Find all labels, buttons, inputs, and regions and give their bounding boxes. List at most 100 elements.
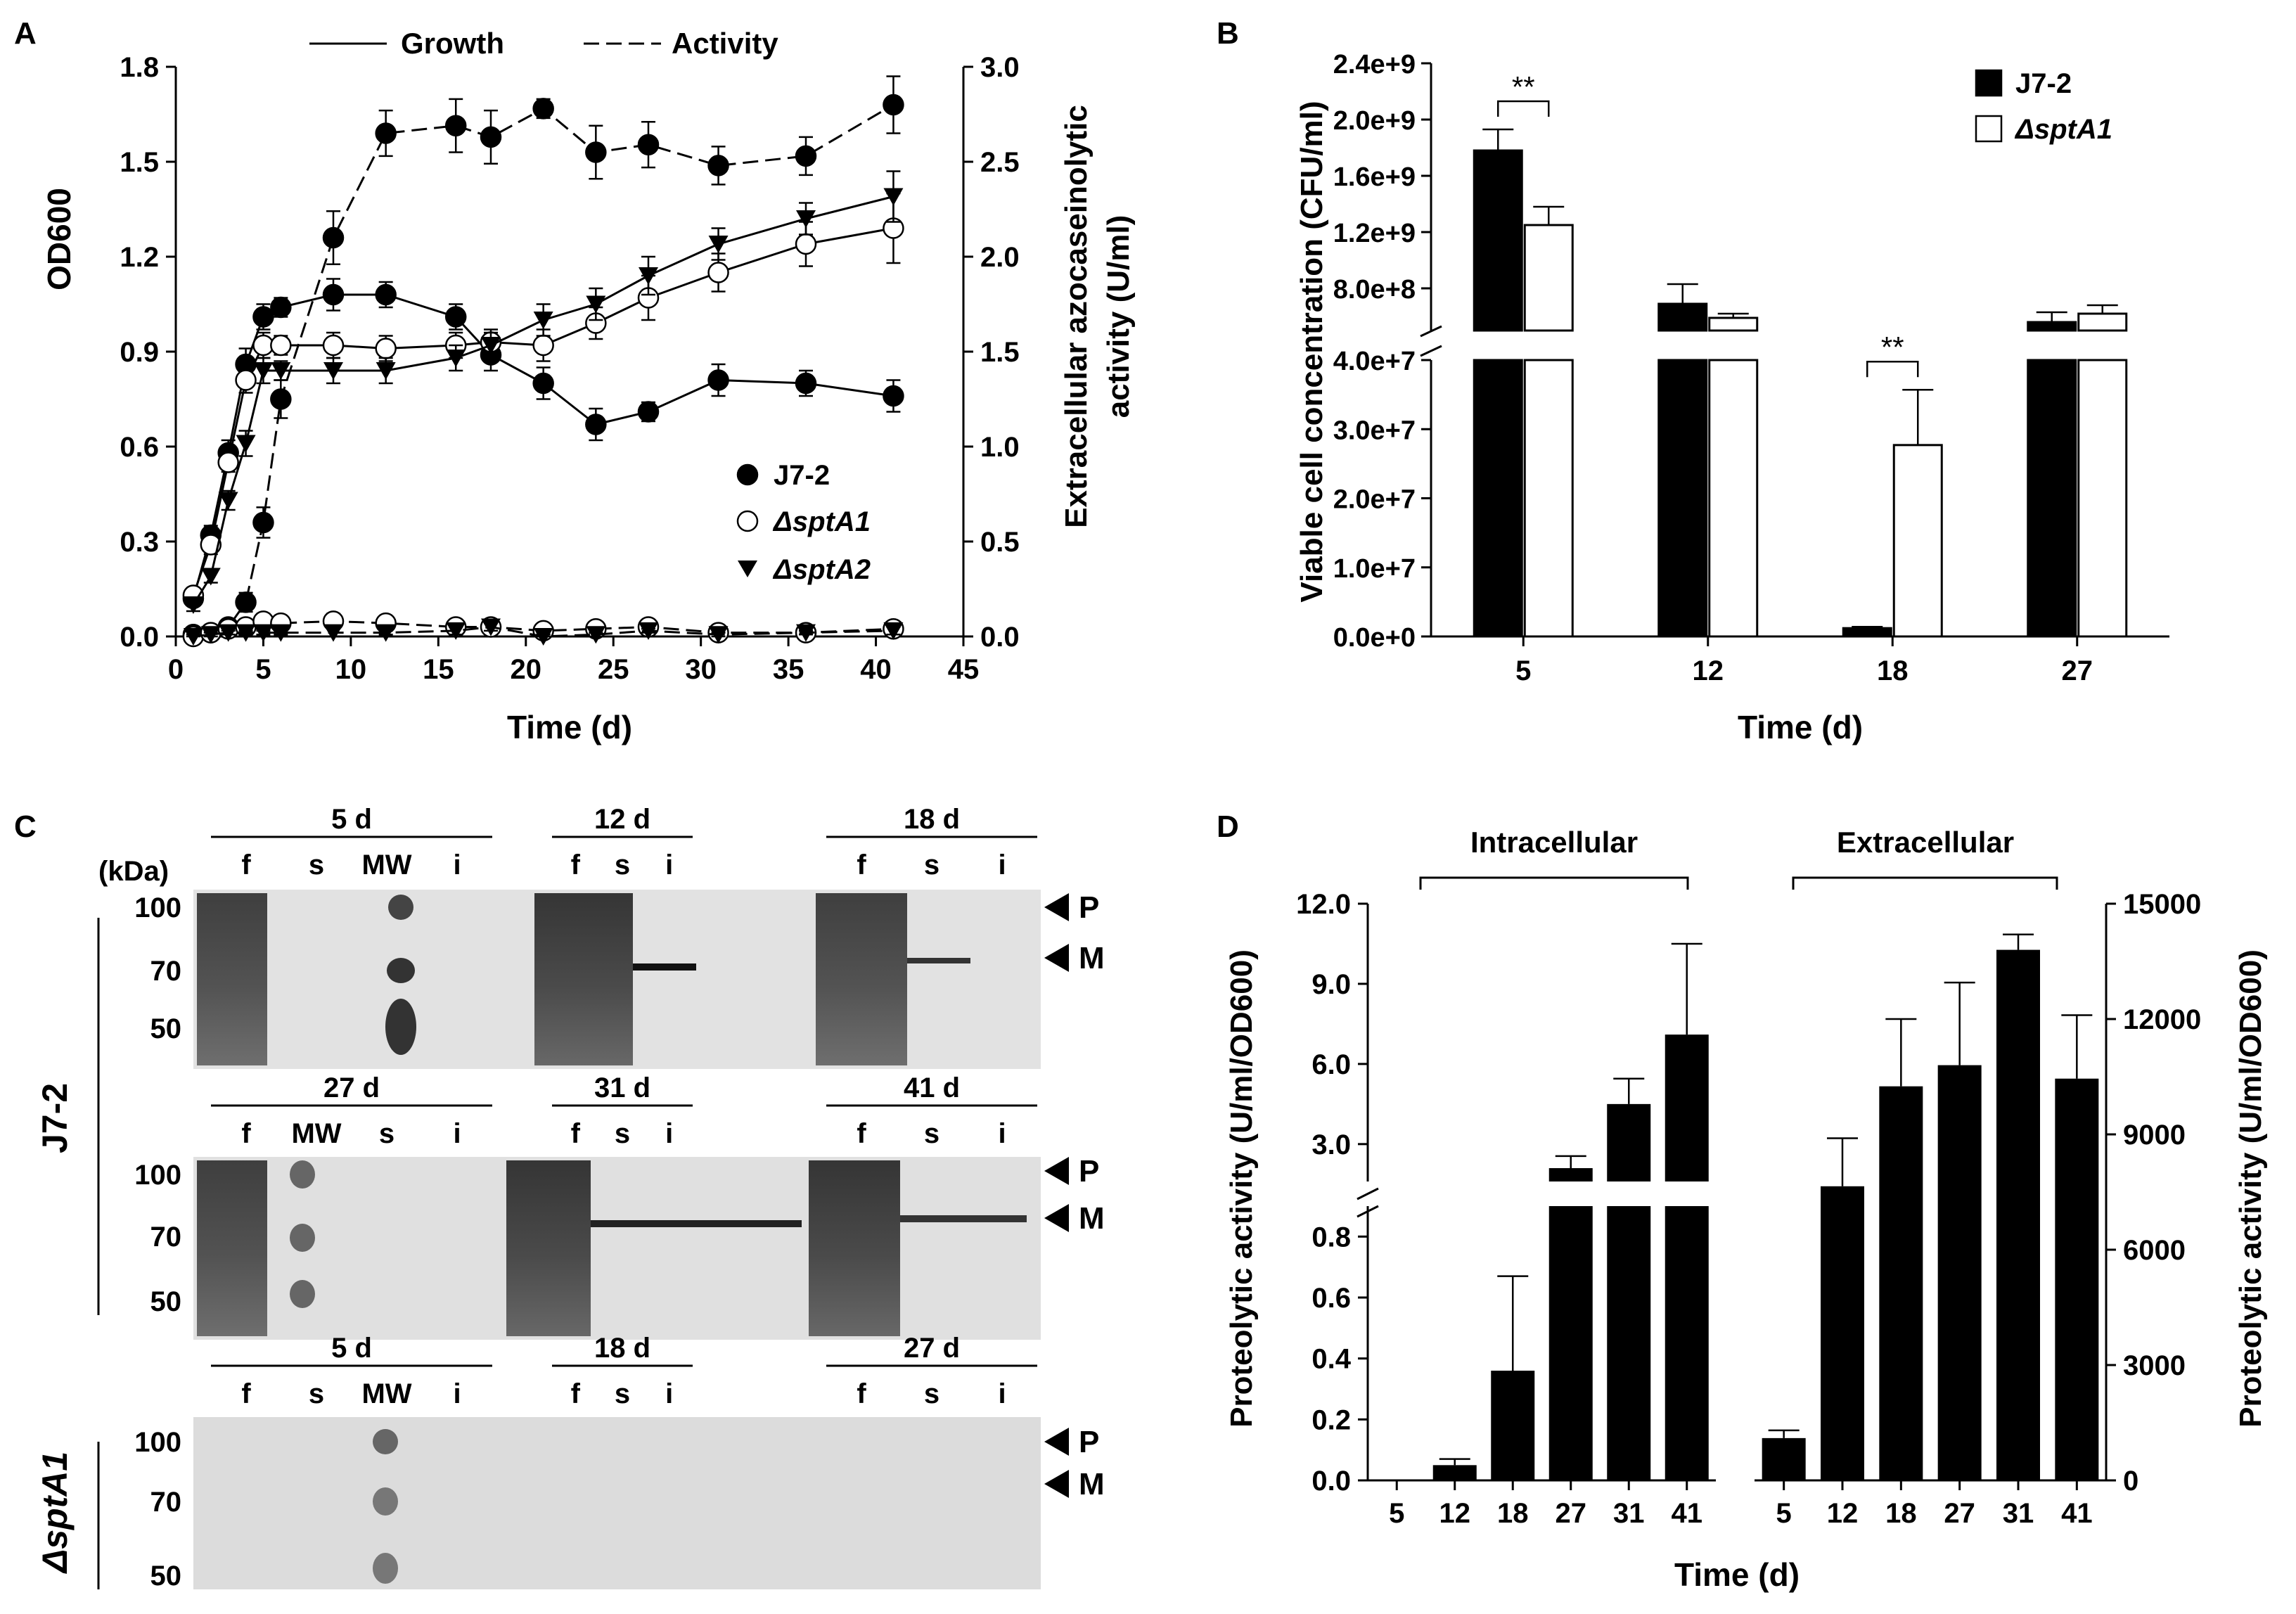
- data-point: [270, 296, 292, 319]
- bar-lower-segment: [2077, 359, 2128, 638]
- x-tick-label: 5: [1515, 655, 1531, 686]
- data-point: [532, 372, 554, 395]
- legend-marker-sptA2: [738, 561, 757, 577]
- data-point: [796, 624, 816, 642]
- data-point: [639, 622, 658, 640]
- y-tick-label: 2.0e+7: [1333, 485, 1416, 515]
- data-point: [235, 369, 257, 391]
- bar-sptA1-12: [1708, 312, 1759, 638]
- lane-label: f: [571, 1378, 581, 1409]
- blot-lane-headers: 5 d f s MW i 12 d f s i 18 d f s i 27 d f MW s i 31 d f s i 41…: [211, 804, 1037, 1409]
- x-tick-label: 31: [2003, 1498, 2034, 1529]
- band-arrow-icon: [1044, 1204, 1069, 1232]
- bar-upper-segment: [1607, 1103, 1651, 1181]
- y-tick-label: 0.8: [1311, 1222, 1351, 1253]
- blot-membrane: [193, 1417, 1041, 1589]
- y-tick-label: 6.0: [1311, 1049, 1351, 1080]
- band-smear: [809, 1160, 900, 1336]
- bar: [1996, 949, 2040, 1480]
- x-tick-label: 15: [423, 654, 454, 685]
- y-axis-label-right-line2: activity (U/ml): [1101, 215, 1136, 418]
- data-point: [375, 122, 397, 144]
- y-tick-label-right: 12000: [2123, 1004, 2201, 1035]
- x-tick-label: 20: [511, 654, 542, 685]
- bar-lower-segment: [1657, 359, 1708, 638]
- band-label: M: [1079, 1467, 1105, 1501]
- bar: [1432, 1465, 1477, 1480]
- data-point: [586, 626, 606, 644]
- data-point: [200, 534, 222, 556]
- series-line: [192, 227, 894, 596]
- bar-upper-segment: [2027, 321, 2077, 332]
- data-point: [236, 624, 256, 642]
- data-point: [322, 283, 345, 306]
- lane-label: i: [998, 1378, 1006, 1409]
- axis-break-mark: [1420, 325, 1442, 357]
- x-tick-label: 27: [1556, 1498, 1587, 1529]
- band-smear: [197, 1160, 267, 1336]
- x-tick-label: 25: [598, 654, 629, 685]
- bars: ** **: [1473, 70, 2128, 638]
- data-point: [253, 624, 274, 642]
- data-point: [218, 624, 238, 642]
- legend-sptA2: ΔsptA2: [772, 554, 871, 585]
- data-point: [533, 312, 553, 329]
- bar-j7-2-18: [1842, 625, 1892, 638]
- significance-label: **: [1512, 70, 1535, 103]
- data-point: [217, 451, 239, 473]
- x-axis-label: Time (d): [507, 709, 632, 745]
- blot-row-1: [193, 890, 1041, 1069]
- lane-label: f: [571, 850, 581, 880]
- kda-markers: 100 70 50 100 70 50 100 70 50: [134, 892, 181, 1591]
- data-point: [883, 188, 904, 206]
- x-tick-label: 12: [1693, 655, 1724, 686]
- data-point: [796, 210, 816, 228]
- y-tick-label: 9.0: [1311, 969, 1351, 1000]
- time-label: 5 d: [331, 1333, 372, 1364]
- bar-upper-segment: [1548, 1168, 1593, 1181]
- series-dsptA2-activity: [183, 618, 904, 646]
- kda-marker: 70: [150, 1222, 182, 1253]
- data-series: [182, 75, 904, 648]
- significance-bracket: [1866, 360, 1919, 378]
- time-label: 27 d: [904, 1333, 960, 1364]
- x-tick-label: 41: [1672, 1498, 1703, 1529]
- data-point: [639, 267, 658, 285]
- mature-band: [907, 958, 970, 963]
- bar-j7-2-5: [1473, 128, 1523, 638]
- legend-activity: Activity: [672, 27, 778, 60]
- legend: J7-2 ΔsptA1: [1975, 68, 2112, 145]
- x-axis-label: Time (d): [1674, 1556, 1800, 1593]
- time-label: 12 d: [594, 804, 650, 835]
- bar-lower-segment: [1548, 1206, 1593, 1480]
- data-point: [795, 372, 817, 395]
- bar-extracellular-27: [1937, 981, 1982, 1480]
- bar-j7-2-27: [2027, 311, 2077, 638]
- band-arrow-icon: [1044, 1157, 1069, 1185]
- x-tick-label: 18: [1877, 655, 1909, 686]
- lane-label: MW: [291, 1118, 341, 1149]
- time-label: 41 d: [904, 1072, 960, 1103]
- band-label: M: [1079, 1201, 1105, 1236]
- bar-sptA1-27: [2077, 304, 2128, 638]
- y-tick-label: 0.4: [1311, 1344, 1351, 1375]
- y-tick-label: 8.0e+8: [1333, 275, 1416, 305]
- kda-marker: 100: [134, 892, 181, 923]
- lane-label: i: [665, 850, 673, 880]
- bar-upper-segment: [1473, 149, 1523, 332]
- lane-label: f: [571, 1118, 581, 1149]
- panel-letter-a: A: [14, 16, 37, 51]
- band-smear: [506, 1160, 591, 1336]
- data-point: [585, 141, 607, 163]
- lane-label: s: [379, 1118, 395, 1149]
- band-smear: [197, 893, 267, 1065]
- time-label: 31 d: [594, 1072, 650, 1103]
- bar: [1879, 1086, 1923, 1480]
- y-axis-label-right: Proteolytic activity (U/ml/OD600): [2233, 949, 2268, 1428]
- bar-lower-segment: [2027, 359, 2077, 638]
- plot-area: [176, 67, 963, 636]
- lane-label: f: [857, 1378, 866, 1409]
- bar-extracellular-12: [1821, 1137, 1864, 1480]
- y-tick-label-right: 0.5: [980, 527, 1020, 558]
- data-point: [532, 334, 554, 357]
